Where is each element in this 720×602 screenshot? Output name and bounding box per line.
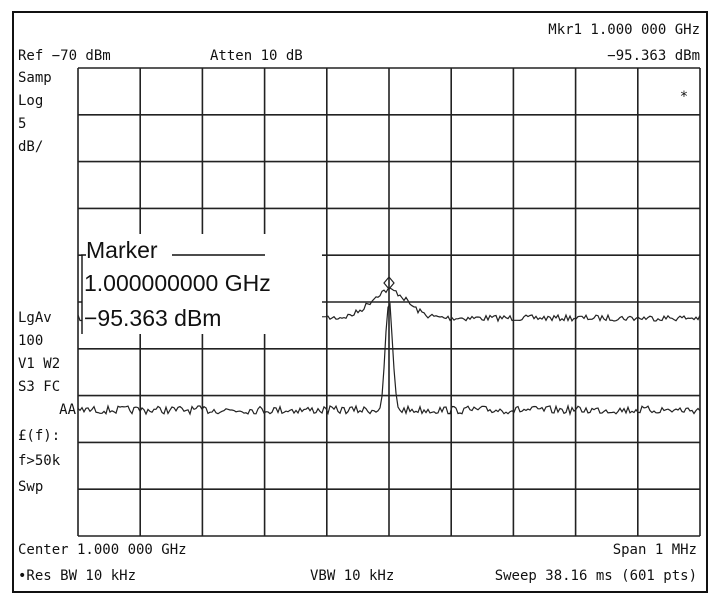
marker-title: Marker (86, 237, 158, 263)
side-label: AA (59, 402, 76, 418)
side-label: LgAv (18, 310, 52, 326)
center-freq: Center 1.000 000 GHz (18, 542, 187, 558)
marker-box-bg (82, 234, 322, 334)
marker-readout: Mkr1 1.000 000 GHz (548, 22, 700, 38)
marker-bracket (81, 254, 86, 334)
side-label: 100 (18, 333, 43, 349)
ref-level: Ref −70 dBm (18, 48, 111, 64)
res-bw: •Res BW 10 kHz (18, 568, 136, 584)
sample-trace (77, 302, 701, 417)
side-label: dB/ (18, 139, 43, 155)
span: Span 1 MHz (613, 542, 697, 558)
trace-flag: * (680, 89, 688, 105)
marker-diamond (383, 276, 395, 290)
side-label: f>50k (18, 453, 61, 469)
side-label: Log (18, 93, 43, 109)
attenuation: Atten 10 dB (210, 48, 303, 64)
side-label: £(f): (18, 428, 60, 444)
side-label: V1 W2 (18, 356, 60, 372)
traces (77, 276, 701, 417)
left-labels: Samp Log 5 dB/LgAv 100 V1 W2 S3 FC AA £(f): f>50k… (18, 70, 77, 495)
marker-amplitude: −95.363 dBm (84, 305, 221, 331)
average-trace (77, 287, 701, 323)
side-label: Samp (18, 70, 52, 86)
side-label: 5 (18, 116, 26, 132)
marker-frequency: 1.000000000 GHz (84, 270, 271, 296)
marker-value: −95.363 dBm (607, 48, 700, 64)
side-label: Swp (18, 479, 43, 495)
vbw: VBW 10 kHz (310, 568, 394, 584)
sweep: Sweep 38.16 ms (601 pts) (495, 568, 697, 584)
side-label: S3 FC (18, 379, 60, 395)
